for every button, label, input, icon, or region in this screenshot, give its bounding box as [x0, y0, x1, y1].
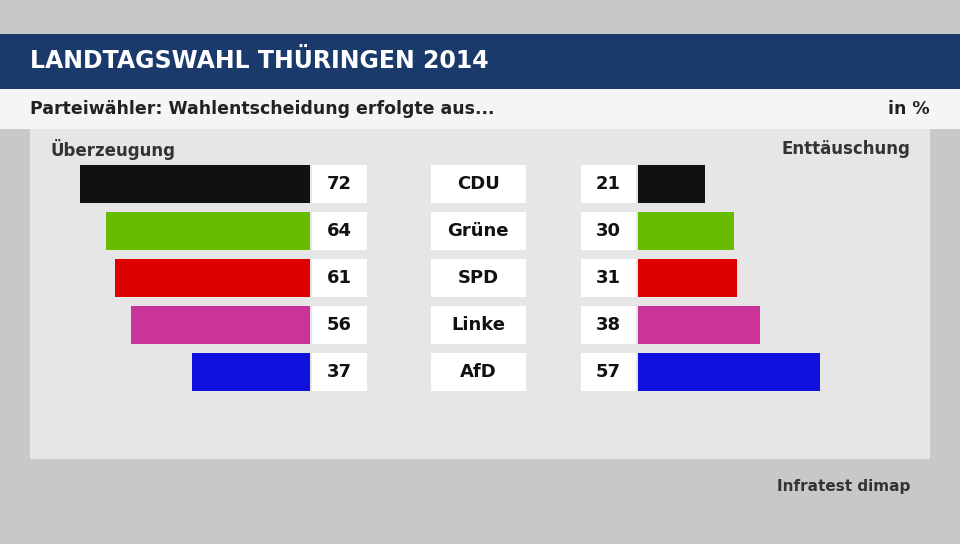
Text: in %: in %: [888, 100, 930, 118]
Bar: [0, 34, 960, 89]
Text: Parteiwähler: Wahlentscheidung erfolgte aus...: Parteiwähler: Wahlentscheidung erfolgte …: [30, 100, 494, 118]
Bar: [638, 212, 734, 250]
Text: 21: 21: [596, 175, 621, 193]
Bar: [638, 353, 821, 391]
Bar: [192, 353, 310, 391]
Bar: [638, 306, 759, 344]
Bar: [30, 114, 930, 459]
Text: 30: 30: [596, 222, 621, 240]
Bar: [106, 212, 310, 250]
Bar: [312, 306, 367, 344]
Text: 56: 56: [327, 316, 352, 334]
Bar: [312, 212, 367, 250]
Bar: [430, 353, 525, 391]
Text: 57: 57: [596, 363, 621, 381]
Text: Überzeugung: Überzeugung: [50, 139, 175, 159]
Text: AfD: AfD: [460, 363, 496, 381]
Text: 38: 38: [596, 316, 621, 334]
Bar: [312, 259, 367, 297]
Text: SPD: SPD: [457, 269, 498, 287]
Bar: [581, 165, 636, 203]
Bar: [581, 306, 636, 344]
Bar: [430, 306, 525, 344]
Bar: [312, 353, 367, 391]
Text: Enttäuschung: Enttäuschung: [781, 140, 910, 158]
Text: CDU: CDU: [457, 175, 499, 193]
Bar: [430, 259, 525, 297]
Text: 64: 64: [327, 222, 352, 240]
Text: 61: 61: [327, 269, 352, 287]
Bar: [638, 165, 706, 203]
Text: LANDTAGSWAHL THÜRINGEN 2014: LANDTAGSWAHL THÜRINGEN 2014: [30, 50, 489, 73]
Bar: [312, 165, 367, 203]
Text: 31: 31: [596, 269, 621, 287]
Text: Linke: Linke: [451, 316, 505, 334]
Bar: [0, 89, 960, 129]
Bar: [638, 259, 737, 297]
Bar: [430, 212, 525, 250]
Bar: [430, 165, 525, 203]
Bar: [80, 165, 310, 203]
Text: 37: 37: [327, 363, 352, 381]
Bar: [581, 212, 636, 250]
Text: Infratest dimap: Infratest dimap: [777, 479, 910, 493]
Bar: [132, 306, 310, 344]
Bar: [581, 353, 636, 391]
Bar: [115, 259, 310, 297]
Bar: [581, 259, 636, 297]
Text: 72: 72: [327, 175, 352, 193]
Text: Grüne: Grüne: [447, 222, 509, 240]
